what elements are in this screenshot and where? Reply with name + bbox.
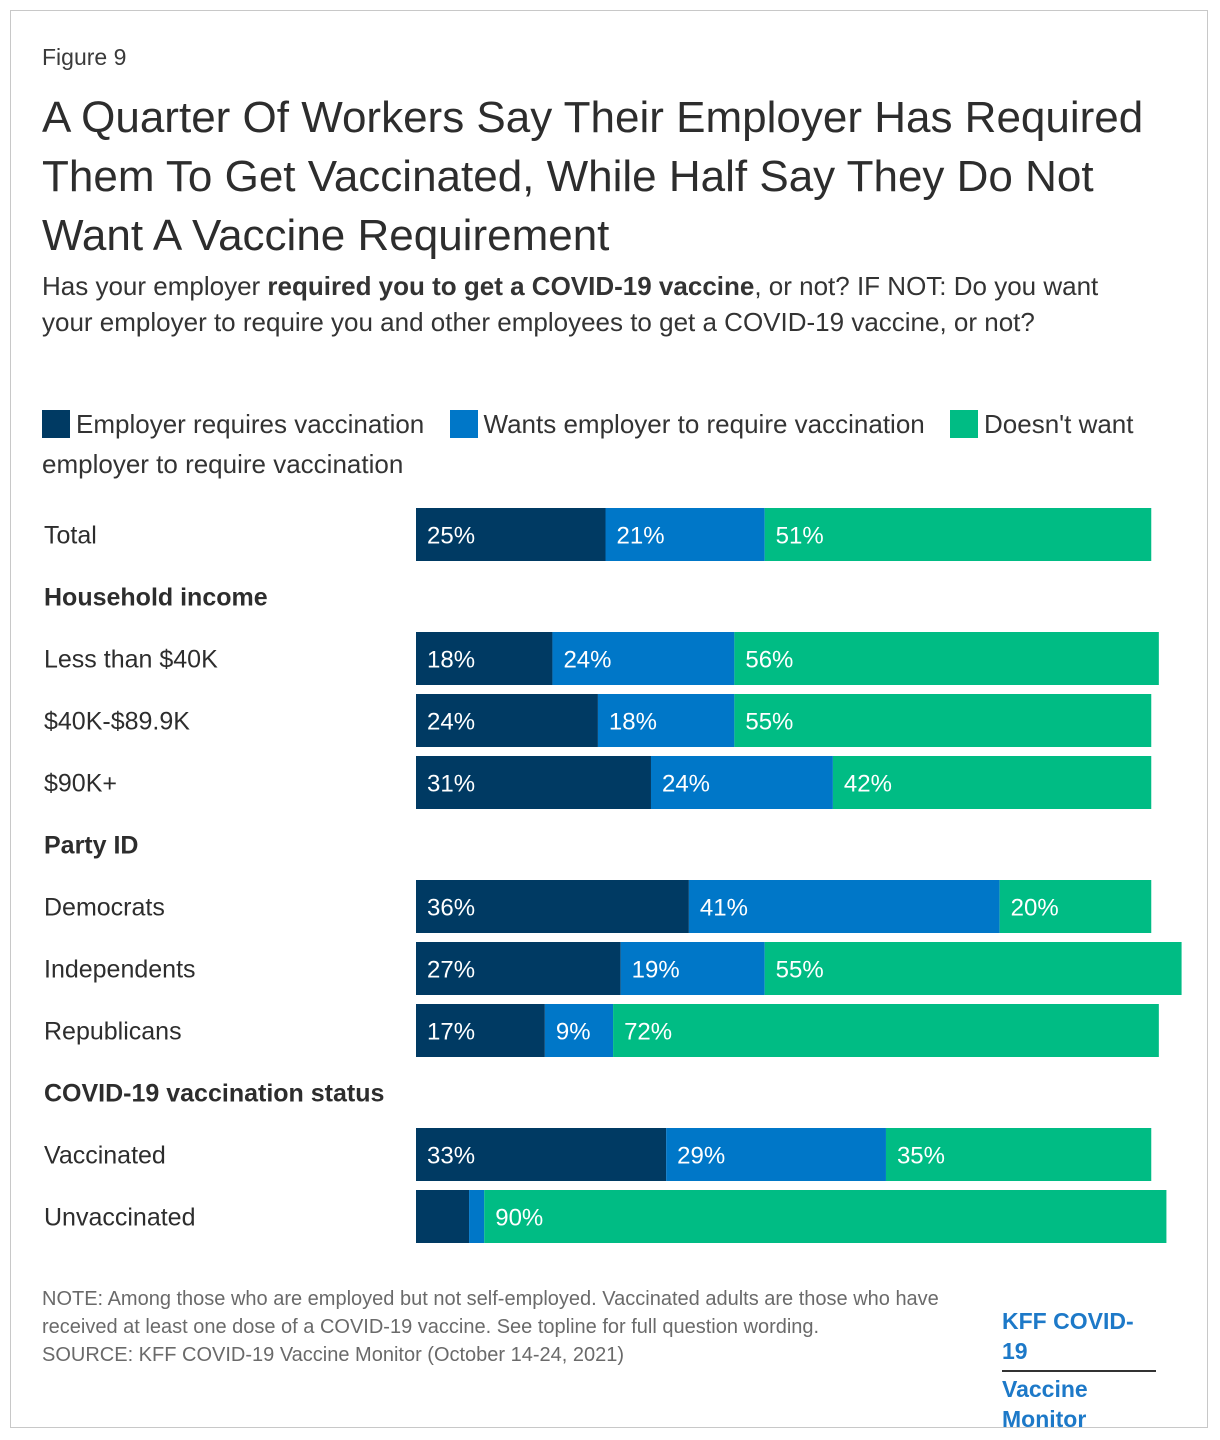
bar-row: Less than $40K 18% 24% 56%: [44, 632, 1159, 685]
subtitle-post: , or not? IF NOT: Do you want your emplo…: [42, 271, 1099, 337]
group-header-label: Party ID: [44, 832, 138, 860]
bar-row: Republicans 17% 9% 72%: [44, 1004, 1159, 1057]
figure-label: Figure 9: [42, 44, 127, 70]
subtitle-pre: Has your employer: [42, 271, 268, 301]
bar-segment: [650, 756, 833, 809]
legend-label: Employer requires vaccination: [76, 409, 425, 439]
chart-subtitle: Has your employer required you to get a …: [42, 268, 1152, 340]
group-header-label: Household income: [44, 584, 268, 612]
category-label: Democrats: [44, 894, 165, 922]
bar-segment: [605, 508, 765, 561]
bar-row: Independents 27% 19% 55%: [44, 942, 1182, 995]
logo-line-1: KFF COVID-19: [1002, 1306, 1156, 1372]
group-header-label: COVID-19 vaccination status: [44, 1080, 384, 1108]
category-label: Less than $40K: [44, 646, 218, 674]
bar-segment: [613, 1004, 1159, 1057]
data-label: 90%: [495, 1205, 543, 1232]
bar-segment: [734, 694, 1152, 747]
category-label: Total: [44, 522, 97, 550]
bar-segment: [764, 508, 1152, 561]
bar-row: Unvaccinated 90%: [44, 1190, 1167, 1243]
footnote-source: SOURCE: KFF COVID-19 Vaccine Monitor (Oc…: [42, 1344, 625, 1366]
bar-segment: [832, 756, 1152, 809]
data-label: 41%: [700, 895, 748, 922]
bar-segment: [597, 694, 735, 747]
data-label: 18%: [427, 647, 475, 674]
legend-item-doesnt-want: Doesn't want employer to require vaccina…: [42, 409, 1134, 479]
data-label: 51%: [776, 523, 824, 550]
data-label: 42%: [844, 771, 892, 798]
bar-segment: [666, 1128, 886, 1181]
data-label: 9%: [556, 1019, 591, 1046]
footnote-note: NOTE: Among those who are employed but n…: [42, 1288, 939, 1338]
data-label: 20%: [1011, 895, 1059, 922]
bar-row: Democrats 36% 41% 20%: [44, 880, 1152, 933]
data-label: 25%: [427, 523, 475, 550]
category-label: $40K-$89.9K: [44, 708, 190, 736]
bar-segment: [416, 508, 606, 561]
data-label: 31%: [427, 771, 475, 798]
bar-segment: [416, 880, 689, 933]
legend: Employer requires vaccination Wants empl…: [42, 404, 1152, 484]
category-label: Republicans: [44, 1018, 182, 1046]
group-header: Household income: [44, 584, 268, 612]
bar-segment: [552, 632, 735, 685]
bar-segment: [416, 756, 651, 809]
legend-swatch: [42, 410, 70, 438]
bar-segment: [999, 880, 1152, 933]
legend-swatch: [449, 410, 478, 438]
bar-row: Vaccinated 33% 29% 35%: [44, 1128, 1152, 1181]
legend-label: Doesn't want employer to require vaccina…: [42, 409, 1134, 479]
bar-segment: [416, 942, 621, 995]
data-label: 21%: [617, 523, 665, 550]
bar-row: Total 25% 21% 51%: [44, 508, 1152, 561]
data-label: 35%: [897, 1143, 945, 1170]
data-label: 29%: [677, 1143, 725, 1170]
data-label: 56%: [745, 647, 793, 674]
bar-segment: [544, 1004, 614, 1057]
bar-segment: [885, 1128, 1152, 1181]
data-label: 72%: [624, 1019, 672, 1046]
bar-row: $40K-$89.9K 24% 18% 55%: [44, 694, 1152, 747]
logo-line-2: Vaccine Monitor: [1002, 1376, 1088, 1432]
bar-row: $90K+ 31% 24% 42%: [44, 756, 1152, 809]
data-label: 33%: [427, 1143, 475, 1170]
data-label: 19%: [632, 957, 680, 984]
kff-logo: KFF COVID-19 Vaccine Monitor: [1002, 1306, 1162, 1434]
data-label: 55%: [745, 709, 793, 736]
legend-item-employer-requires: Employer requires vaccination: [42, 409, 424, 439]
data-label: 24%: [662, 771, 710, 798]
legend-swatch: [950, 410, 978, 438]
category-label: $90K+: [44, 770, 117, 798]
chart-title: A Quarter Of Workers Say Their Employer …: [42, 93, 1144, 260]
category-label: Unvaccinated: [44, 1204, 195, 1232]
bar-segment: [620, 942, 765, 995]
bar-segment: [764, 942, 1182, 995]
subtitle-bold: required you to get a COVID-19 vaccine: [267, 271, 755, 301]
footnote: NOTE: Among those who are employed but n…: [42, 1285, 942, 1369]
data-label: 17%: [427, 1019, 475, 1046]
bar-segment: [416, 1004, 545, 1057]
bar-segment: [416, 1190, 470, 1243]
legend-label: Wants employer to require vaccination: [483, 409, 925, 439]
bar-segment: [416, 1128, 667, 1181]
bar-segment: [484, 1190, 1167, 1243]
category-label: Independents: [44, 956, 196, 984]
data-label: 55%: [776, 957, 824, 984]
bar-segment: [416, 632, 553, 685]
data-label: 18%: [609, 709, 657, 736]
group-header: COVID-19 vaccination status: [44, 1080, 384, 1108]
data-label: 24%: [427, 709, 475, 736]
data-label: 24%: [563, 647, 611, 674]
bar-segment: [416, 694, 598, 747]
bar-segment: [469, 1190, 485, 1243]
bar-segment: [688, 880, 1000, 933]
data-label: 27%: [427, 957, 475, 984]
bar-segment: [734, 632, 1159, 685]
legend-item-wants-requirement: Wants employer to require vaccination: [449, 409, 925, 439]
category-label: Vaccinated: [44, 1142, 166, 1170]
data-label: 36%: [427, 895, 475, 922]
group-header: Party ID: [44, 832, 138, 860]
